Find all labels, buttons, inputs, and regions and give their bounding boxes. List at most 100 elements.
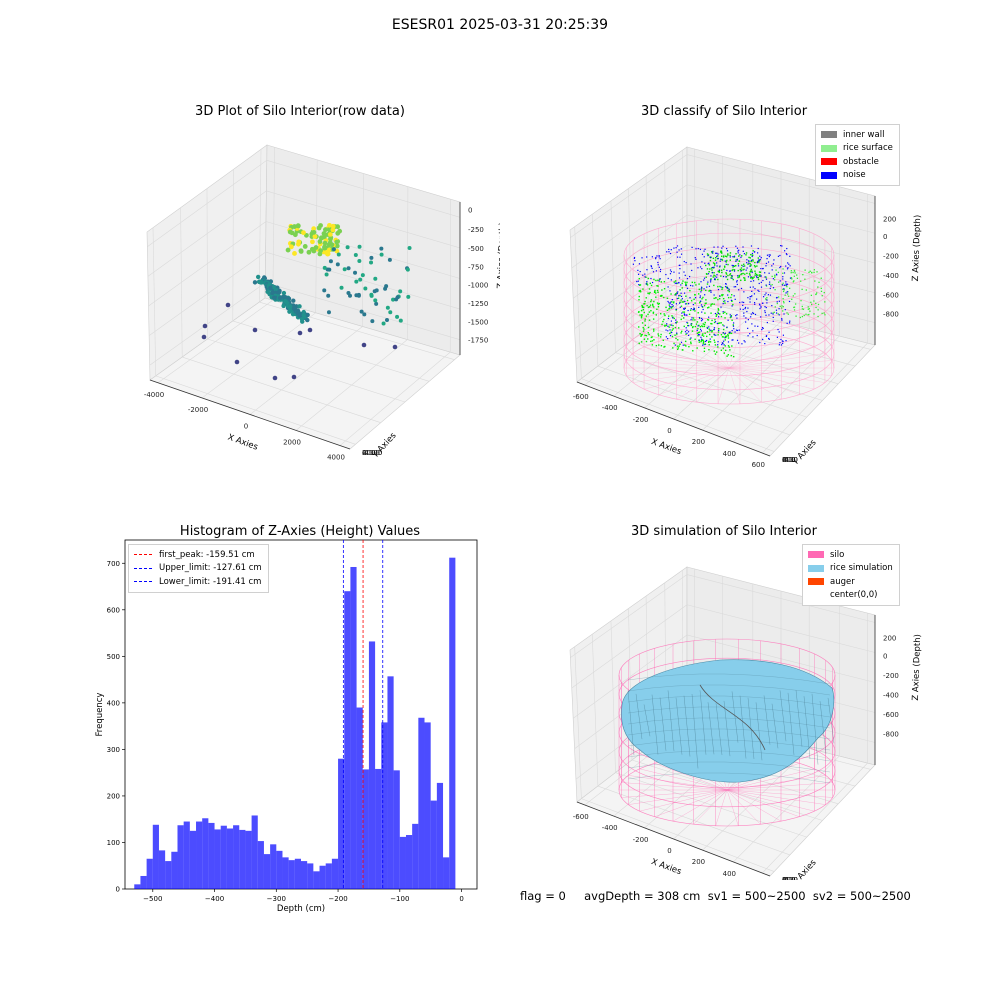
silo-base-spoke — [728, 367, 800, 395]
rice-surface-point — [713, 339, 715, 341]
noise-point — [678, 295, 680, 297]
noise-point — [698, 316, 701, 319]
rice-surface-point — [649, 291, 651, 294]
rice-surface-point — [641, 304, 643, 307]
rice-surface-point — [721, 271, 723, 274]
rice-surface-point — [776, 302, 778, 305]
legend-entry: center(0,0) — [808, 589, 893, 603]
noise-point — [762, 338, 764, 341]
noise-point — [683, 260, 685, 263]
rice-surface-point — [692, 325, 694, 328]
rice-surface-point — [656, 302, 659, 304]
raw-point — [327, 222, 332, 228]
noise-point — [777, 328, 779, 331]
raw-point — [374, 288, 379, 293]
raw-point — [339, 285, 344, 290]
noise-point — [733, 328, 735, 330]
noise-point — [739, 301, 741, 304]
rice-surface-point — [644, 324, 647, 327]
noise-point — [638, 284, 640, 286]
rice-surface-point — [638, 277, 640, 280]
noise-point — [744, 306, 747, 309]
rice-surface-point — [664, 314, 666, 317]
rice-surface-point — [698, 339, 700, 341]
rice-surface-point — [705, 299, 707, 301]
noise-point — [782, 276, 784, 278]
noise-point — [766, 302, 768, 304]
rice-surface-point — [724, 345, 727, 347]
y-tick-label: 500 — [107, 653, 120, 661]
noise-point — [736, 339, 739, 341]
x-tick-label: 200 — [692, 858, 705, 866]
noise-point — [766, 321, 768, 324]
noise-point — [732, 256, 734, 258]
noise-point — [757, 247, 759, 250]
noise-point — [684, 307, 686, 309]
rice-surface-point — [661, 289, 663, 291]
noise-point — [752, 280, 755, 282]
noise-point — [718, 329, 720, 331]
rice-surface-point — [810, 294, 813, 297]
noise-point — [675, 294, 677, 296]
noise-point — [633, 256, 636, 259]
raw-point — [291, 374, 297, 380]
rice-surface-point — [717, 331, 720, 333]
noise-point — [789, 277, 792, 279]
rice-surface-point — [793, 306, 796, 308]
silo-base-spoke — [658, 341, 730, 369]
noise-point — [709, 281, 712, 283]
rice-surface-point — [656, 289, 659, 292]
noise-point — [754, 313, 757, 316]
noise-point — [768, 338, 770, 340]
rice-surface-point — [713, 350, 716, 352]
noise-point — [744, 308, 746, 310]
raw-point — [357, 258, 362, 263]
noise-point — [750, 313, 752, 315]
noise-point — [778, 308, 780, 310]
z-tick-label: -800 — [883, 311, 899, 319]
x-axis-line — [576, 381, 771, 457]
rice-surface-point — [700, 340, 702, 343]
noise-point — [764, 311, 766, 314]
noise-point — [769, 254, 771, 256]
raw-point — [234, 359, 240, 365]
raw-point — [384, 284, 389, 289]
rice-surface-point — [639, 284, 642, 286]
legend-label: Lower_limit: -191.41 cm — [159, 576, 262, 587]
rice-surface-point — [676, 333, 678, 335]
noise-point — [771, 269, 773, 271]
noise-point — [670, 320, 672, 322]
y-tick-label: 2000 — [362, 449, 380, 457]
noise-point — [669, 290, 671, 292]
rice-surface-point — [654, 290, 656, 293]
x-tick-label: 2000 — [283, 438, 301, 446]
rice-surface-point — [782, 310, 784, 312]
noise-point — [736, 281, 738, 283]
rice-surface-point — [640, 317, 643, 319]
rice-surface-point — [719, 313, 721, 315]
y-tick-label: 0 — [116, 886, 120, 894]
noise-point — [776, 336, 779, 338]
noise-point — [737, 275, 739, 277]
histogram-bar — [362, 769, 369, 889]
rice-surface-point — [793, 270, 796, 272]
legend-label: rice simulation — [830, 563, 893, 574]
noise-point — [738, 329, 740, 331]
rice-surface-point — [653, 330, 655, 332]
raw-point — [276, 290, 282, 295]
noise-point — [679, 268, 681, 270]
rice-surface-point — [709, 330, 711, 332]
noise-point — [753, 251, 756, 253]
histogram-bar — [405, 835, 413, 889]
rice-surface-point — [648, 288, 651, 290]
noise-point — [752, 286, 754, 288]
rice-surface-point — [772, 312, 774, 314]
rice-surface-point — [643, 311, 645, 314]
raw-point — [322, 245, 327, 251]
rice-surface-point — [721, 252, 723, 254]
z-tick-label: -400 — [883, 272, 899, 280]
rice-surface-point — [720, 251, 722, 253]
rice-surface-point — [733, 256, 735, 258]
x-tick-label: −200 — [328, 895, 347, 903]
rice-surface-point — [790, 270, 793, 272]
